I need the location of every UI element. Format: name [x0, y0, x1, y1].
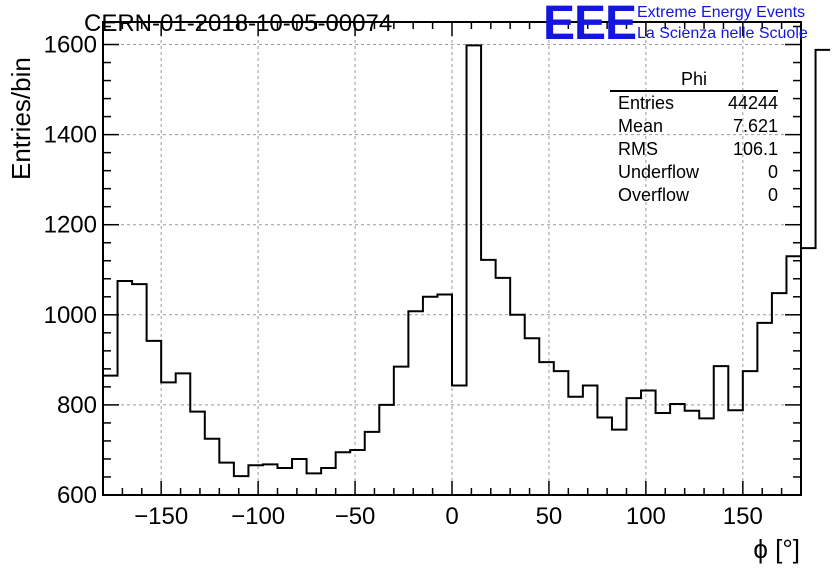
x-tick-label: 0	[445, 503, 458, 530]
stats-label: Overflow	[618, 185, 690, 205]
y-axis-label: Entries/bin	[6, 57, 36, 180]
stats-value: 44244	[727, 93, 778, 113]
eee-logo: EEE	[543, 0, 637, 50]
x-tick-label: −100	[231, 503, 285, 530]
stats-row-underflow: Underflow 0	[610, 161, 778, 184]
y-tick-label: 1400	[44, 122, 97, 149]
stats-value: 0	[767, 185, 778, 205]
stats-label: Underflow	[618, 162, 700, 182]
x-tick-label: 150	[723, 503, 763, 530]
stats-row-mean: Mean 7.621	[610, 115, 778, 138]
grid-lines	[103, 22, 801, 495]
chart-title: CERN-01-2018-10-05-00074	[84, 10, 393, 37]
stats-box: Phi Entries 44244 Mean 7.621 RMS 106.1 U…	[610, 68, 778, 207]
stats-value: 106.1	[732, 139, 778, 159]
y-tick-label: 1000	[44, 302, 97, 329]
logo-line-1: Extreme Energy Events	[637, 4, 806, 21]
x-tick-label: 100	[626, 503, 666, 530]
plot-frame	[102, 21, 802, 496]
stats-title: Phi	[610, 68, 778, 92]
stats-label: Mean	[618, 116, 664, 136]
x-axis-label: ϕ [°]	[753, 534, 800, 564]
stats-label: Entries	[618, 93, 675, 113]
x-tick-label: −150	[134, 503, 188, 530]
histogram-steps	[103, 44, 831, 478]
stats-row-entries: Entries 44244	[610, 92, 778, 115]
x-tick-label: 50	[536, 503, 563, 530]
x-tick-label: −50	[335, 503, 376, 530]
stats-label: RMS	[618, 139, 658, 159]
y-tick-label: 800	[57, 392, 97, 419]
stats-row-rms: RMS 106.1	[610, 138, 778, 161]
stats-value: 7.621	[732, 116, 778, 136]
y-tick-label: 600	[57, 482, 97, 509]
stats-value: 0	[767, 162, 778, 182]
stats-row-overflow: Overflow 0	[610, 184, 778, 207]
y-tick-label: 1200	[44, 212, 97, 239]
logo-line-2: La Scienza nelle Scuole	[637, 25, 808, 42]
tick-labels: −150 −100 −50 0 50 100 150 600 800 1000 1200 1400 16…	[44, 32, 763, 530]
y-tick-label: 1600	[44, 32, 97, 59]
